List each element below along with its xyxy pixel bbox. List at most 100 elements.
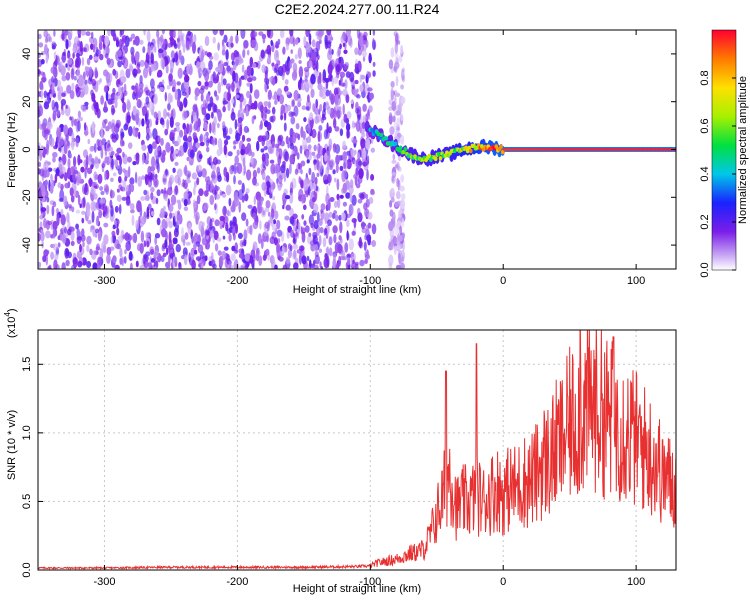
spectrogram-cell — [325, 89, 330, 97]
spectrogram-cell — [216, 73, 219, 83]
spectrogram-cell — [38, 33, 42, 40]
spectrogram-cell — [343, 170, 348, 179]
spectrogram-cell — [143, 30, 146, 36]
spectrogram-cell — [149, 101, 154, 112]
spectrogram-cell — [359, 84, 364, 92]
spectrogram-cell — [314, 254, 320, 265]
spectrogram-cell — [252, 76, 257, 81]
spectrogram-cell — [73, 156, 77, 168]
spectrogram-cell — [343, 113, 348, 123]
spectrogram-cell — [315, 40, 321, 52]
spectrogram-cell — [214, 219, 220, 227]
spectrogram-cell — [95, 202, 99, 209]
spectrogram-cell — [198, 154, 203, 159]
spectrogram-cell — [152, 128, 158, 140]
spectrogram-cell — [65, 39, 69, 50]
colorbar-gradient — [711, 29, 737, 271]
spectrogram-cell — [89, 54, 93, 60]
snr-exponent-label: (x104) — [3, 308, 18, 338]
spectrogram-cell — [271, 62, 275, 67]
spectrogram-cell — [276, 219, 281, 230]
spectrogram-cell — [150, 258, 155, 263]
spectrogram-cell — [318, 218, 323, 227]
spectrogram-cell — [41, 76, 47, 83]
spectrogram-cell — [208, 183, 215, 193]
spectrogram-cell — [132, 105, 137, 116]
spectrogram-cell — [243, 229, 248, 241]
spectrogram-cell — [333, 76, 339, 84]
spectrogram-cell — [57, 242, 61, 248]
spectrogram-cell — [364, 258, 368, 264]
spectrogram-cell — [238, 77, 242, 87]
spectrogram-cell — [50, 66, 56, 74]
spectrogram-cell — [139, 75, 143, 84]
spectrogram-cell — [123, 123, 129, 131]
spectrogram-cell — [252, 263, 255, 269]
spectrogram-cell — [334, 94, 339, 106]
spectrogram-cell — [84, 184, 88, 193]
spectrogram-cell — [140, 216, 146, 225]
spectrogram-cell — [300, 180, 304, 189]
spectrogram-cell — [140, 230, 145, 243]
spectrogram-cell — [349, 192, 353, 203]
spectrogram-cell — [273, 91, 278, 101]
spectrogram-cell — [170, 145, 174, 154]
spectrogram-cell — [262, 36, 266, 44]
spectrogram-cell — [81, 210, 86, 215]
spectrogram-cell — [320, 266, 323, 269]
spectrogram-cell — [230, 52, 236, 61]
spectrogram-cell — [140, 196, 146, 201]
colorbar-tick-label: 0.8 — [699, 70, 711, 85]
spectrogram-cell — [252, 241, 258, 251]
spectrogram-cell — [337, 46, 341, 57]
spectrogram-cell — [246, 127, 250, 133]
spectrogram-cell — [169, 129, 176, 138]
spectrogram-cell — [338, 214, 342, 221]
spectrogram-cell — [349, 71, 355, 83]
spectrogram-cell — [160, 189, 164, 194]
spectrogram-cell — [367, 222, 372, 229]
spectrogram-cell — [60, 214, 66, 226]
spectrogram-cell — [104, 170, 107, 181]
spectrogram-cell — [122, 57, 129, 69]
spectrogram-cell — [146, 213, 150, 220]
spectrogram-cell — [319, 226, 324, 234]
spectrogram-cell — [313, 243, 319, 252]
spectrogram-cell — [217, 250, 222, 256]
spectrogram-cell — [75, 137, 79, 148]
spectrogram-cell — [350, 149, 356, 158]
spectrogram-cell — [363, 31, 368, 38]
colorbar-tick-label: 0.6 — [699, 118, 711, 133]
spectrogram-cell — [220, 146, 223, 155]
spectrogram-cell — [253, 115, 257, 120]
spectrogram-cell — [237, 180, 242, 185]
spectrogram-cell — [123, 83, 127, 93]
spectrogram-cell — [328, 247, 333, 257]
spectrogram-cell — [328, 47, 332, 56]
spectrogram-cell — [336, 108, 342, 119]
spectrogram-cell — [98, 209, 103, 219]
spectrogram-cell — [276, 242, 281, 253]
spectrogram-cell — [173, 43, 178, 49]
spectrogram-cell — [189, 149, 195, 159]
spectrogram-cell — [313, 144, 317, 152]
spectrogram-cell — [79, 203, 82, 209]
spectrogram-cell — [97, 231, 102, 242]
spectrogram-cell — [246, 137, 252, 142]
spectrogram-ridge-cell — [438, 156, 443, 161]
spectrogram-cell — [272, 256, 276, 266]
spectrogram-cell — [393, 121, 398, 131]
spectrogram-cell — [40, 184, 45, 192]
spectrogram-cell — [121, 256, 125, 267]
spectrogram-cell — [69, 116, 72, 121]
spectrogram-cell — [93, 99, 97, 110]
spectrogram-cell — [293, 262, 299, 269]
spectrogram-cell — [169, 212, 173, 220]
spectrogram-cell — [297, 101, 302, 108]
spectrogram-cell — [75, 223, 79, 230]
spectrogram-cell — [94, 67, 98, 79]
spectrogram-cell — [333, 210, 337, 215]
spectrogram-cell — [256, 60, 261, 69]
spectrogram-cell — [308, 214, 315, 225]
spectrogram-cell — [213, 52, 219, 61]
